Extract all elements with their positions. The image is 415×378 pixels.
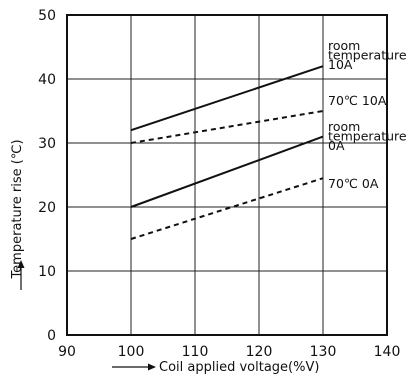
plot-frame — [66, 14, 388, 336]
x-tick-label-5: 140 — [374, 344, 401, 360]
series-lines — [130, 65, 324, 240]
series-line-2 — [130, 135, 324, 208]
x-tick-label-0: 90 — [58, 344, 76, 360]
x-tick-label-3: 120 — [246, 344, 273, 360]
series-line-3 — [130, 177, 324, 240]
series-line-1 — [130, 110, 324, 144]
series-label-1-line-0: 70℃ 10A — [328, 93, 387, 108]
x-tick-label-4: 130 — [310, 344, 337, 360]
series-label-0-line-2: 10A — [328, 57, 353, 72]
series-label-2-line-1: temperature — [328, 129, 407, 144]
y-tick-label-3: 30 — [38, 136, 56, 152]
series-label-0-line-0: room — [328, 38, 360, 53]
axis-titles: Coil applied voltage(%V) Temperature ris… — [10, 139, 319, 375]
tick-labels: 90 100 110 120 130 140 0 10 20 30 40 50 — [38, 8, 400, 360]
y-tick-label-2: 20 — [38, 200, 56, 216]
x-axis-title: Coil applied voltage(%V) — [159, 360, 319, 374]
x-tick-label-2: 110 — [182, 344, 209, 360]
y-tick-label-1: 10 — [38, 264, 56, 280]
series-label-0-line-1: temperature — [328, 48, 407, 63]
grid — [66, 14, 388, 336]
series-line-0 — [130, 65, 324, 132]
y-axis-title: Temperature rise (℃) — [10, 139, 25, 279]
series-label-3-line-0: 70℃ 0A — [328, 176, 379, 191]
y-tick-label-4: 40 — [38, 72, 56, 88]
x-tick-label-1: 100 — [118, 344, 145, 360]
series-label-2-line-2: 0A — [328, 138, 345, 153]
y-tick-label-5: 50 — [38, 8, 56, 24]
series-label-2-line-0: room — [328, 119, 360, 134]
y-axis-arrow-head-icon — [17, 260, 25, 268]
x-axis-arrow-head-icon — [148, 363, 156, 371]
y-tick-label-0: 0 — [47, 328, 56, 344]
